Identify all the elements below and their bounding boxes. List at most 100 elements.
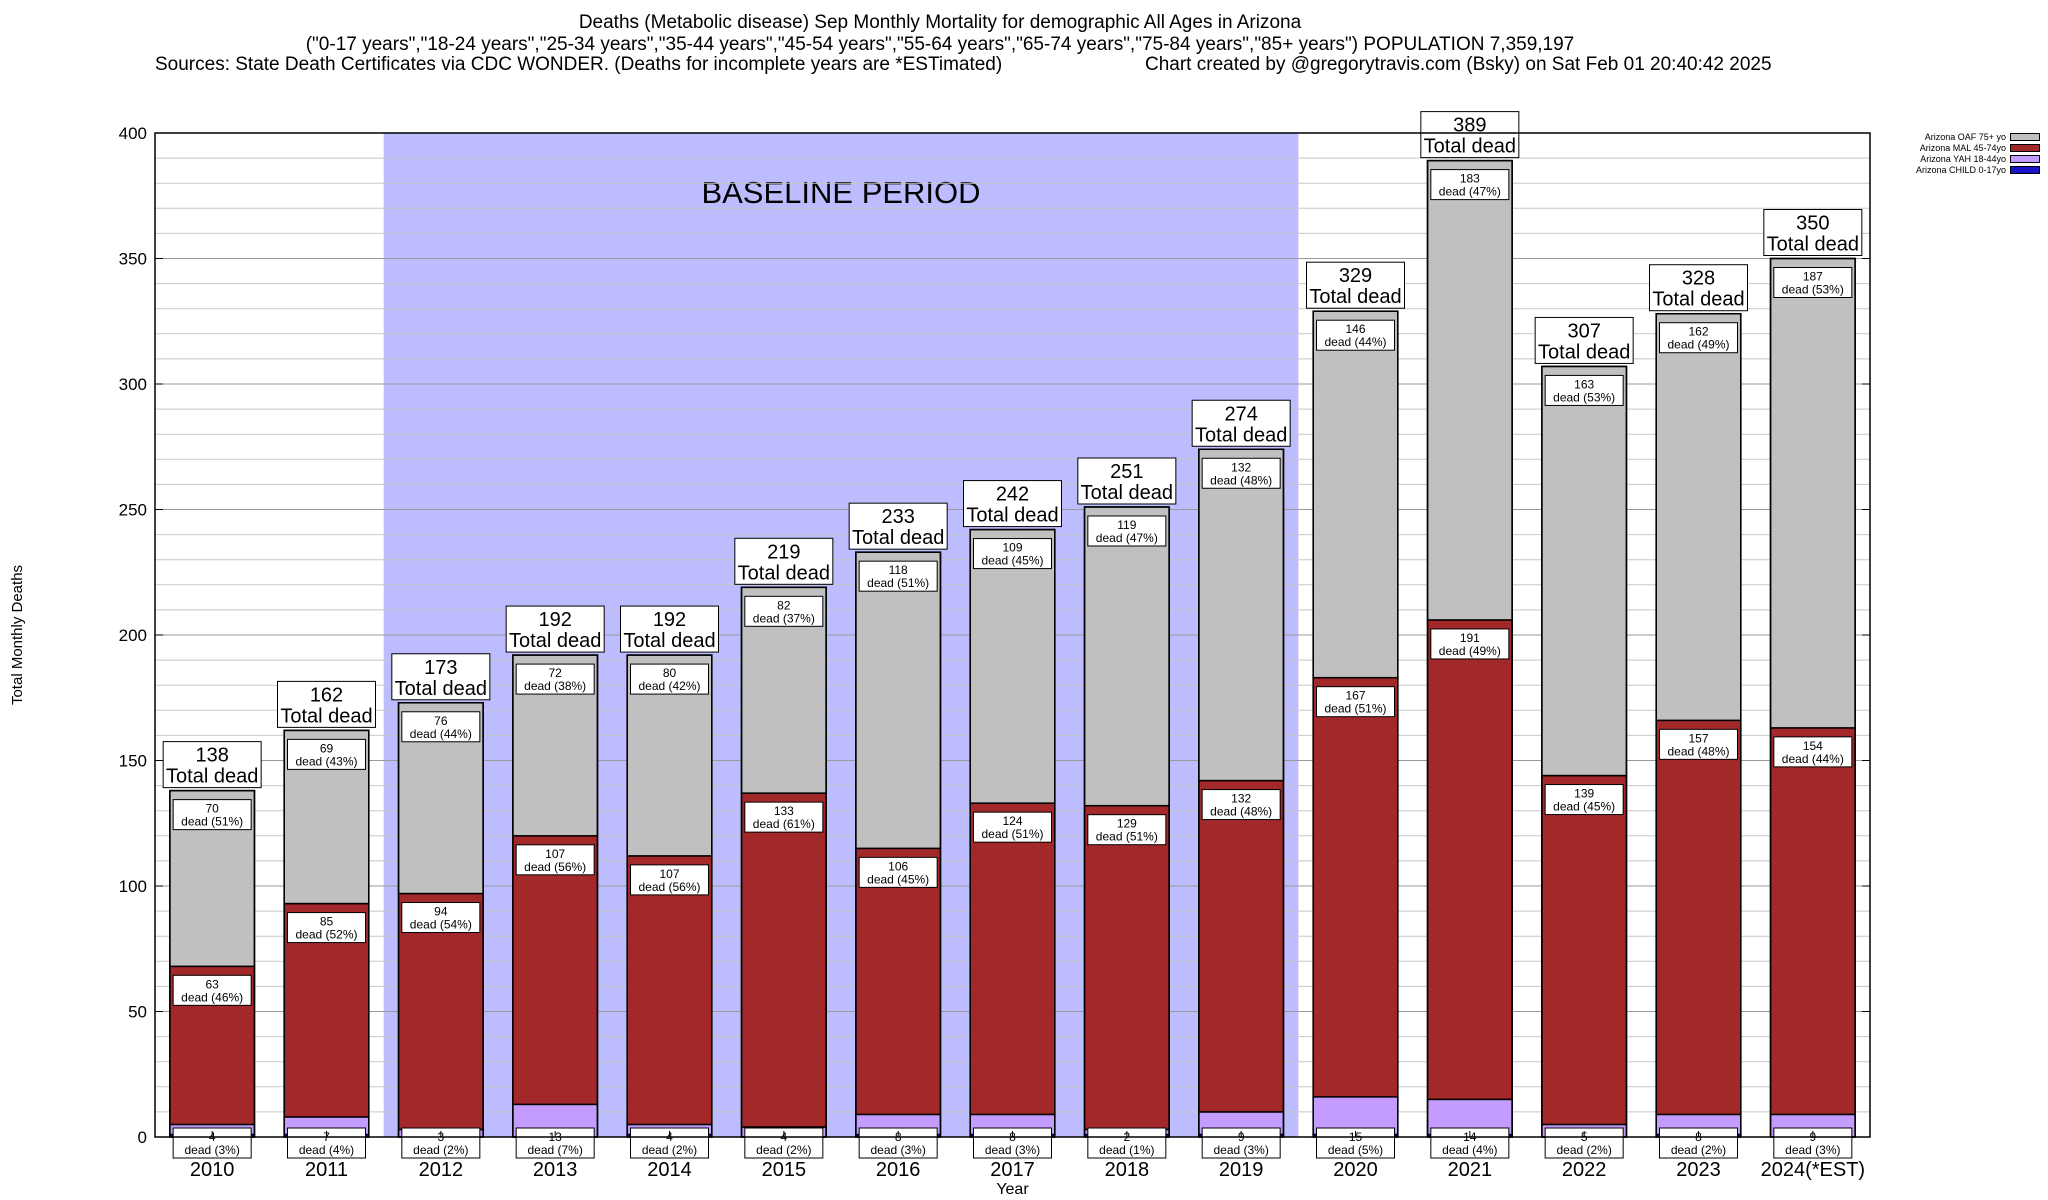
oaf-label-pct: dead (49%) [1667, 338, 1729, 352]
total-label-value: 192 [538, 609, 571, 631]
oaf-label-box [172, 799, 252, 831]
bar-segment [1655, 312, 1742, 722]
mal-label-box [630, 864, 709, 896]
chart-credit: Chart created by @gregorytravis.com (Bsk… [1145, 54, 1772, 75]
total-label-pct: Total dead [966, 505, 1058, 527]
bar-segment [969, 802, 1056, 1116]
bar-segment [1083, 804, 1170, 1131]
oaf-label-box [630, 663, 709, 695]
oaf-label-pct: dead (42%) [638, 679, 700, 693]
mal-label-pct: dead (48%) [1667, 744, 1729, 758]
oaf-label-box [744, 595, 824, 627]
sources-note: Sources: State Death Certificates via CD… [155, 54, 1003, 75]
total-label-box [1077, 457, 1177, 505]
y-tick-label: 300 [119, 375, 147, 394]
total-label-pct: Total dead [623, 630, 715, 652]
x-tick-label: 2024(*EST) [1761, 1159, 1866, 1181]
bar-segment [1769, 257, 1856, 729]
x-tick-label: 2016 [876, 1159, 921, 1181]
bar-segment [1198, 779, 1285, 1113]
legend-item-yah: Arizona YAH 18-44yo [1860, 153, 2040, 164]
mal-label-box [515, 844, 595, 876]
total-label-value: 173 [424, 657, 457, 679]
total-label-box [620, 605, 719, 653]
total-label-value: 219 [767, 541, 800, 563]
mal-label-value: 133 [774, 804, 794, 818]
yah-label-pct: dead (2%) [642, 1143, 697, 1157]
total-label-pct: Total dead [1195, 424, 1287, 446]
bar-segment [1541, 774, 1628, 1126]
oaf-label-value: 162 [1688, 325, 1708, 339]
mal-label-value: 132 [1231, 792, 1251, 806]
total-label-box [1763, 209, 1863, 256]
total-label-value: 307 [1567, 320, 1600, 342]
oaf-label-box [1773, 267, 1853, 298]
mal-label-pct: dead (48%) [1210, 805, 1272, 819]
chart-subtitle: ("0-17 years","18-24 years","25-34 years… [305, 34, 1575, 55]
total-label-pct: Total dead [1652, 289, 1744, 311]
yah-label-pct: dead (4%) [1442, 1143, 1497, 1157]
total-label-box [1191, 399, 1291, 447]
mal-label-pct: dead (46%) [181, 990, 243, 1004]
oaf-label-value: 70 [205, 802, 219, 816]
oaf-label-value: 118 [889, 563, 908, 577]
mal-label-value: 191 [1460, 631, 1480, 645]
oaf-label-pct: dead (44%) [1324, 335, 1386, 349]
total-label-box [734, 537, 834, 585]
bar-segment [969, 528, 1056, 804]
x-tick-label: 2011 [305, 1159, 348, 1181]
oaf-label-value: 163 [1574, 377, 1594, 391]
legend-label: Arizona MAL 45-74yo [1919, 142, 2006, 153]
oaf-label-value: 132 [1231, 460, 1251, 474]
oaf-label-box [973, 538, 1052, 570]
mal-label-pct: dead (51%) [1096, 830, 1158, 844]
x-tick-label: 2021 [1448, 1159, 1493, 1181]
mal-label-box [858, 856, 938, 888]
y-tick-label: 100 [119, 877, 147, 896]
chart-title-block: Deaths (Metabolic disease) Sep Monthly M… [0, 12, 1880, 56]
bar-segment [1312, 676, 1399, 1098]
oaf-label-pct: dead (51%) [181, 815, 243, 829]
y-tick-label: 50 [128, 1003, 147, 1022]
mal-label-pct: dead (45%) [1553, 800, 1615, 814]
y-tick-label: 350 [119, 250, 147, 269]
mal-label-value: 139 [1574, 787, 1594, 801]
mal-label-value: 85 [320, 915, 334, 929]
x-tick-label: 2017 [990, 1159, 1035, 1181]
bar-segment [1426, 619, 1513, 1101]
plot-frame [154, 132, 1871, 1138]
chart-title: Deaths (Metabolic disease) Sep Monthly M… [578, 12, 1302, 33]
total-label-value: 274 [1224, 403, 1257, 425]
total-label-value: 251 [1110, 461, 1143, 483]
legend-swatch [2010, 154, 2040, 163]
total-label-pct: Total dead [852, 527, 944, 549]
mal-label-pct: dead (52%) [295, 928, 357, 942]
total-label-box [848, 502, 948, 550]
mal-label-value: 154 [1803, 739, 1823, 753]
mal-label-box [1087, 814, 1167, 846]
oaf-label-pct: dead (53%) [1553, 390, 1615, 404]
oaf-label-value: 187 [1803, 270, 1823, 284]
yah-label-pct: dead (3%) [1785, 1143, 1840, 1157]
bar-segment [1541, 365, 1628, 777]
mal-label-pct: dead (45%) [867, 872, 929, 886]
oaf-label-box [1659, 322, 1738, 354]
legend-label: Arizona CHILD 0-17yo [1915, 164, 2006, 175]
oaf-label-pct: dead (47%) [1096, 531, 1158, 545]
y-tick-label: 400 [119, 124, 147, 143]
yah-label-pct: dead (7%) [527, 1143, 582, 1157]
x-tick-label: 2023 [1676, 1159, 1721, 1181]
yah-label-box [1659, 1127, 1738, 1159]
total-label-box [391, 653, 491, 701]
total-label-pct: Total dead [166, 766, 258, 788]
mal-label-value: 107 [545, 847, 565, 861]
mal-label-box [973, 811, 1052, 843]
bar-segment [855, 551, 942, 850]
total-label-box [162, 741, 262, 789]
bar-segment [1769, 727, 1856, 1116]
total-label-pct: Total dead [1081, 482, 1173, 504]
oaf-label-box [401, 711, 481, 743]
mal-label-value: 94 [434, 905, 448, 919]
legend-label: Arizona YAH 18-44yo [1920, 153, 2006, 164]
yah-label-pct: dead (2%) [413, 1143, 468, 1157]
